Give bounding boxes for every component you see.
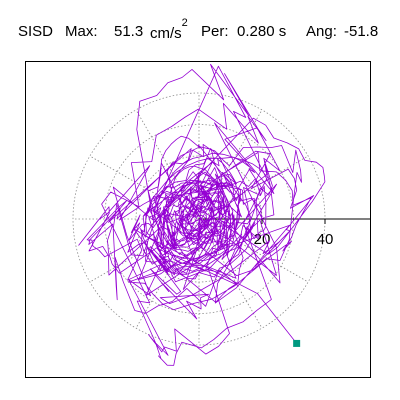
radial-tick-label-40: 40: [317, 231, 334, 248]
end-point-marker: [293, 339, 301, 347]
station-name: SISD: [18, 23, 54, 40]
per-label: Per:: [201, 23, 229, 40]
chart-title-bar: SISD Max: 51.3 cm/s2 Per: 0.280 s Ang: -…: [0, 14, 400, 42]
max-unit-exponent: 2: [181, 17, 188, 29]
orbit-trace: [78, 63, 326, 366]
plot-frame: [25, 61, 371, 378]
end-point-marker-group: [293, 339, 301, 347]
ang-value: -51.8: [344, 23, 379, 40]
max-label: Max:: [65, 23, 98, 40]
max-unit-text: cm/s: [150, 25, 182, 42]
max-unit: cm/s2: [150, 17, 188, 42]
orbit-line: [78, 63, 326, 366]
per-value: 0.280 s: [237, 23, 287, 40]
max-value: 51.3: [114, 23, 144, 40]
ang-label: Ang:: [306, 23, 337, 40]
